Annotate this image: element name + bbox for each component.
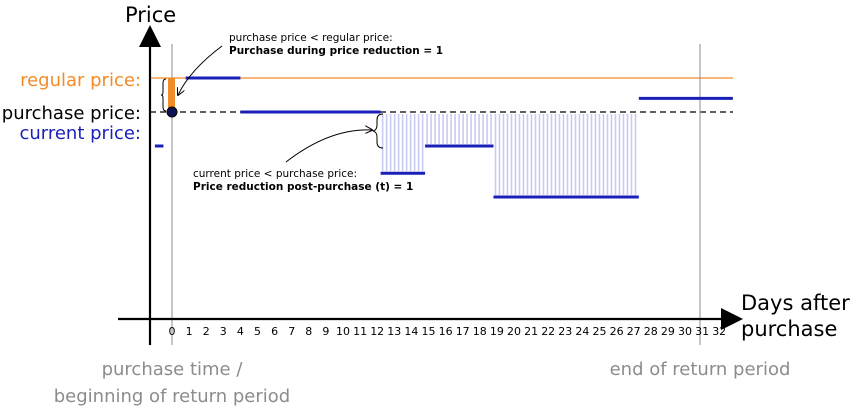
x-tick-label: 28 [644,325,658,338]
purchase-time-label-line1: purchase time / [102,359,244,380]
x-tick-label: 12 [370,325,384,338]
x-tick-label: 21 [524,325,538,338]
purchase-discount-bar [168,78,175,112]
top-annotation-line2: Purchase during price reduction = 1 [229,45,443,57]
x-tick-labels: 0 1 2 3 4 5 6 7 8 9 10 11 12 13 14 15 16 17 18 19 20 21 22 23 24… [169,325,727,338]
x-tick-label: 10 [336,325,350,338]
x-axis-title-line1: Days after [741,291,850,315]
x-tick-label: 23 [558,325,572,338]
x-tick-label: 30 [678,325,692,338]
mid-annotation-line1: current price < purchase price: [193,168,357,180]
x-tick-label: 16 [439,325,453,338]
x-tick-label: 15 [422,325,436,338]
x-tick-label: 17 [456,325,470,338]
x-tick-label: 1 [186,325,193,338]
x-tick-label: 6 [271,325,278,338]
top-annotation-arrow [178,45,223,95]
x-tick-label: 8 [305,325,312,338]
purchase-time-label-line2: beginning of return period [54,386,290,407]
current-price-segments [154,76,733,199]
reduction-brace [372,113,384,149]
current-price-label: current price: [19,123,141,144]
x-axis-title-line2: purchase [741,317,837,341]
x-tick-label: 5 [254,325,261,338]
x-tick-label: 32 [712,325,726,338]
purchase-point [166,106,178,118]
x-tick-label: 20 [507,325,521,338]
x-tick-label: 7 [288,325,295,338]
x-tick-label: 0 [169,325,176,338]
mid-annotation-arrow [285,130,372,163]
x-tick-label: 19 [490,325,504,338]
x-tick-label: 26 [610,325,624,338]
return-end-label: end of return period [610,359,791,380]
x-tick-label: 14 [404,325,418,338]
x-tick-label: 9 [322,325,329,338]
purchase-price-label: purchase price: [2,103,141,124]
price-reduction-hatching [381,114,637,195]
x-tick-label: 3 [220,325,227,338]
x-tick-label: 22 [541,325,555,338]
top-annotation-line1: purchase price < regular price: [229,32,393,44]
x-tick-label: 25 [593,325,607,338]
mid-annotation-line2: Price reduction post-purchase (t) = 1 [193,181,413,193]
x-tick-label: 4 [237,325,244,338]
x-tick-label: 11 [353,325,367,338]
x-tick-label: 13 [387,325,401,338]
y-axis-title: Price [125,3,176,27]
x-tick-label: 31 [695,325,709,338]
x-tick-label: 18 [473,325,487,338]
x-tick-label: 29 [661,325,675,338]
x-tick-label: 27 [627,325,641,338]
purchase-brace [160,78,167,112]
regular-price-label: regular price: [20,70,141,91]
x-tick-label: 24 [575,325,589,338]
x-tick-label: 2 [203,325,210,338]
